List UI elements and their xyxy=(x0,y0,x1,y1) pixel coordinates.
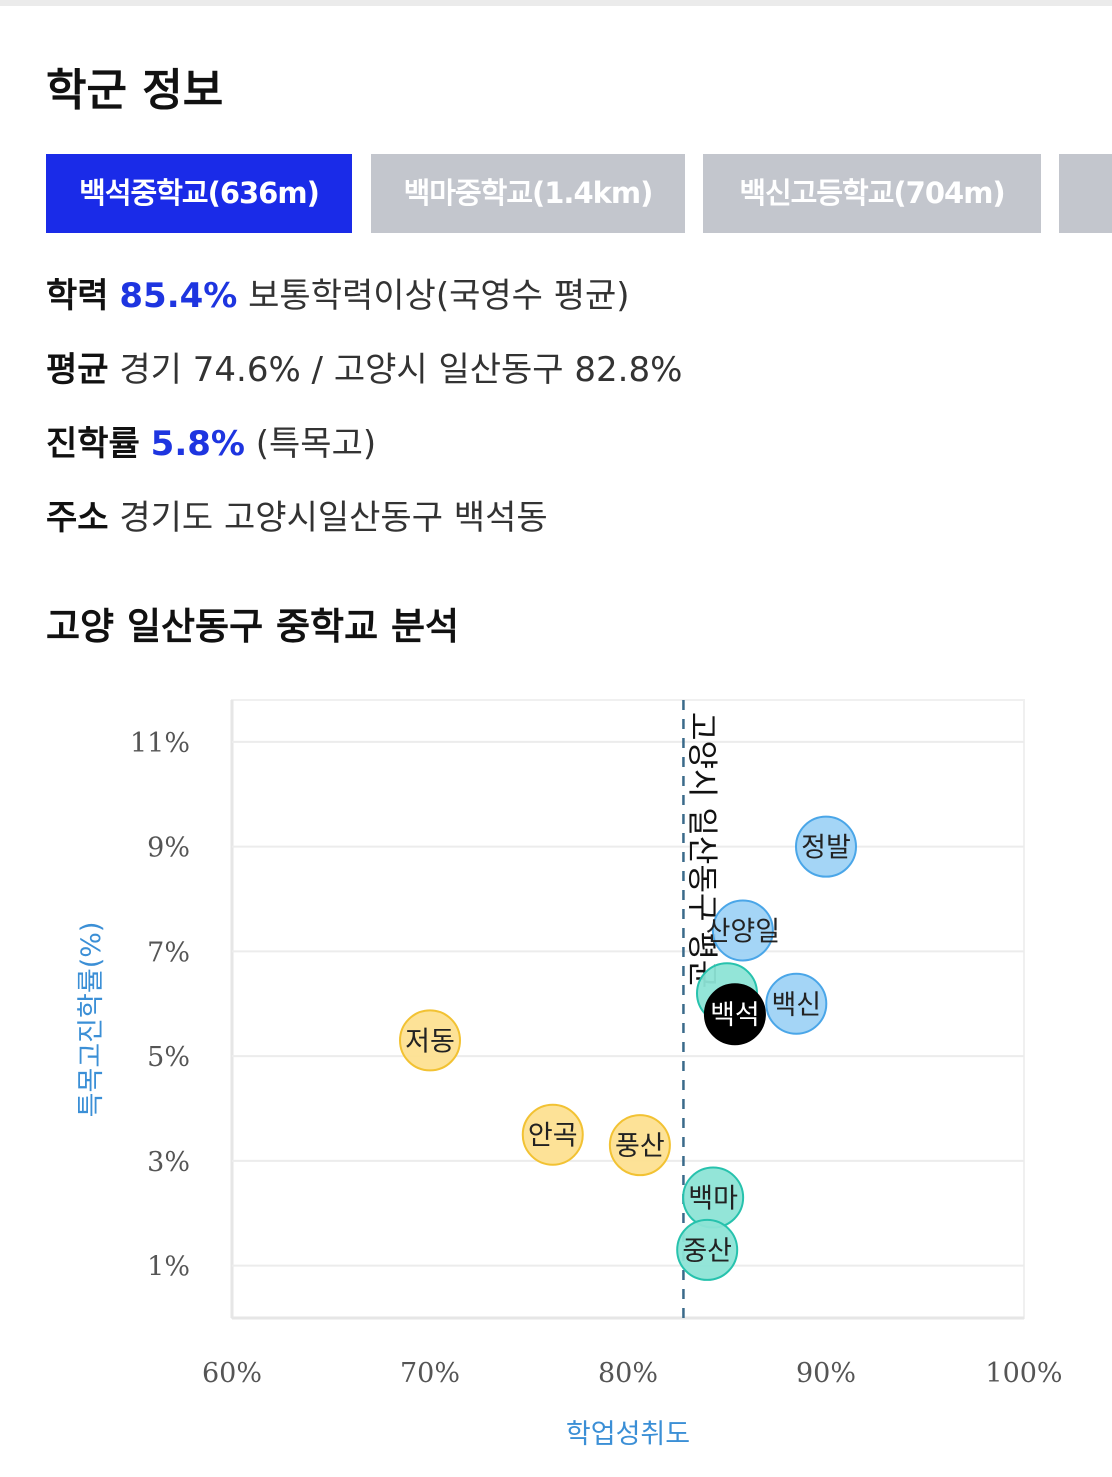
page-title: 학군 정보 xyxy=(46,65,224,116)
admission-row: 진학률 5.8% (특목고) xyxy=(46,416,376,465)
x-tick-label: 100% xyxy=(985,1358,1062,1389)
y-tick-label: 9% xyxy=(147,833,190,864)
data-point-label: 풍산 xyxy=(615,1131,665,1162)
data-point-label: 중산 xyxy=(682,1236,732,1267)
admission-text: (특목고) xyxy=(255,424,377,464)
y-tick-label: 5% xyxy=(147,1042,190,1073)
data-point-label: 안곡 xyxy=(528,1121,578,1152)
tab-baekseok-middle[interactable]: 백석중학교(636m) xyxy=(46,154,352,233)
achievement-label: 학력 xyxy=(46,276,109,316)
admission-value: 5.8% xyxy=(150,424,245,464)
data-point xyxy=(521,1103,584,1166)
data-point xyxy=(711,899,774,962)
school-tabs: 백석중학교(636m) 백마중학교(1.4km) 백신고등학교(704m) xyxy=(46,154,1112,233)
achievement-text: 보통학력이상(국영수 평균) xyxy=(248,276,630,316)
achievement-value: 85.4% xyxy=(119,276,238,316)
data-point xyxy=(676,1218,739,1281)
average-text: 경기 74.6% / 고양시 일산동구 82.8% xyxy=(119,350,683,390)
data-point-label: 저동 xyxy=(405,1026,455,1057)
average-label: 평균 xyxy=(46,350,109,390)
x-tick-label: 60% xyxy=(202,1358,262,1389)
data-point xyxy=(703,983,766,1046)
data-point xyxy=(795,815,857,878)
data-point-label: 백마 xyxy=(688,1184,738,1215)
tab-distance: (1.4km) xyxy=(532,176,653,210)
x-tick-label: 70% xyxy=(400,1358,460,1389)
x-tick-label: 80% xyxy=(598,1358,658,1389)
top-divider xyxy=(0,0,1112,6)
tab-baekma-middle[interactable]: 백마중학교(1.4km) xyxy=(371,154,685,233)
x-tick-label: 90% xyxy=(796,1358,856,1389)
achievement-row: 학력 85.4% 보통학력이상(국영수 평균) xyxy=(46,268,630,317)
admission-label: 진학률 xyxy=(46,424,140,464)
tab-name: 백마중학교 xyxy=(403,176,533,210)
data-point-label: 백석 xyxy=(710,1000,760,1031)
y-tick-label: 1% xyxy=(147,1252,190,1283)
y-tick-label: 11% xyxy=(130,728,190,759)
scatter-chart: 1% 3% 5% 7% 9% 11% 60% 70% 80% 90% 100% 학업성취도 특목고진학률… xyxy=(76,699,1063,1450)
tab-distance: (704m) xyxy=(893,176,1005,210)
tab-next-partial[interactable] xyxy=(1059,154,1112,233)
y-tick-label: 3% xyxy=(147,1147,190,1178)
reference-line-label: 고양시 일산동구 평균 xyxy=(683,712,719,988)
tab-name: 백석중학교 xyxy=(79,176,208,210)
plot-frame xyxy=(231,699,1025,1319)
tab-baeksin-high[interactable]: 백신고등학교(704m) xyxy=(703,154,1041,233)
data-point xyxy=(399,1009,461,1072)
data-point xyxy=(608,1114,671,1177)
tab-distance: (636m) xyxy=(207,176,320,210)
address-text: 경기도 고양시일산동구 백석동 xyxy=(119,498,548,538)
data-point-label: 백신 xyxy=(771,990,821,1021)
analysis-title: 고양 일산동구 중학교 분석 xyxy=(46,605,460,648)
y-tick-label: 7% xyxy=(147,937,190,968)
average-row: 평균 경기 74.6% / 고양시 일산동구 82.8% xyxy=(46,342,682,391)
tab-name: 백신고등학교 xyxy=(739,176,894,210)
y-axis-title: 특목고진학률(%) xyxy=(76,922,107,1118)
x-axis-title: 학업성취도 xyxy=(566,1419,690,1450)
data-point-label: 정발 xyxy=(801,833,851,864)
data-point xyxy=(765,972,828,1035)
address-row: 주소 경기도 고양시일산동구 백석동 xyxy=(46,490,548,539)
address-label: 주소 xyxy=(46,498,109,538)
data-point-label: 산양일 xyxy=(706,916,781,947)
